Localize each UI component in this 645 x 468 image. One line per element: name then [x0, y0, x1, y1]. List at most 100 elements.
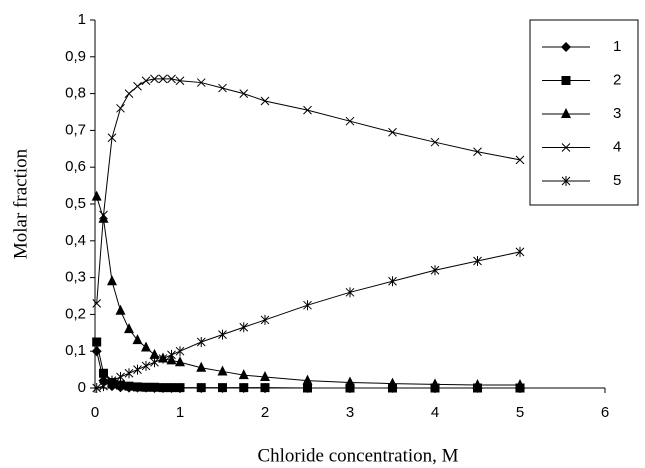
series-line: [96, 78, 521, 304]
marker-triangle: [149, 348, 160, 359]
marker-triangle: [302, 374, 313, 385]
marker-square: [167, 383, 176, 393]
legend-label: 3: [613, 105, 621, 122]
y-tick-label: 0,2: [65, 305, 86, 322]
marker-triangle: [98, 212, 109, 223]
marker-x: [345, 116, 355, 126]
marker-star: [196, 337, 206, 347]
marker-triangle: [124, 323, 134, 334]
marker-x: [303, 105, 312, 115]
marker-x: [515, 155, 525, 165]
marker-x: [141, 76, 151, 86]
marker-star: [345, 287, 355, 298]
marker-square: [303, 383, 312, 393]
marker-square: [99, 368, 108, 378]
x-tick-label: 4: [431, 404, 439, 421]
marker-triangle: [387, 377, 398, 388]
marker-triangle: [472, 379, 483, 390]
marker-square: [175, 383, 185, 393]
y-tick-label: 0,3: [65, 269, 86, 286]
legend-label: 1: [613, 38, 621, 55]
marker-x: [133, 81, 142, 91]
marker-triangle: [132, 334, 143, 345]
marker-triangle: [345, 376, 355, 387]
x-tick-label: 0: [91, 404, 99, 421]
marker-square: [133, 382, 142, 392]
marker-star: [388, 276, 397, 287]
marker-square: [92, 337, 102, 347]
marker-x: [218, 83, 227, 93]
marker-star: [116, 371, 125, 382]
marker-triangle: [515, 379, 525, 390]
marker-triangle: [217, 365, 228, 376]
marker-star: [99, 381, 108, 392]
marker-x: [167, 74, 176, 84]
marker-star: [515, 246, 525, 257]
marker-triangle: [561, 108, 571, 118]
x-tick-label: 3: [346, 404, 354, 421]
marker-x: [116, 103, 125, 113]
marker-x: [239, 89, 249, 98]
marker-diamond: [561, 42, 571, 52]
marker-x: [175, 76, 185, 86]
marker-x: [388, 127, 397, 137]
legend-label: 2: [613, 71, 621, 88]
legend-box: [529, 19, 639, 206]
marker-square: [260, 383, 270, 393]
series-line: [96, 196, 520, 386]
legend: 1 2 3 4 5: [529, 19, 639, 206]
x-tick-label: 2: [261, 404, 269, 421]
y-tick-label: 0: [78, 379, 86, 396]
marker-triangle: [175, 356, 185, 367]
y-tick-label: 0,5: [65, 195, 86, 212]
legend-label: 4: [613, 138, 621, 155]
x-tick-label: 6: [601, 404, 609, 421]
marker-star: [167, 349, 176, 360]
marker-star: [150, 357, 159, 368]
marker-star: [133, 364, 142, 375]
marker-triangle: [430, 378, 440, 389]
marker-star: [561, 176, 571, 186]
marker-star: [175, 346, 185, 357]
marker-triangle: [107, 275, 117, 286]
marker-square: [239, 383, 249, 393]
y-tick-label: 1: [78, 11, 86, 28]
marker-x: [430, 137, 440, 147]
marker-star: [260, 314, 270, 325]
marker-square: [150, 382, 159, 392]
x-tick-label: 1: [176, 404, 184, 421]
marker-star: [141, 360, 151, 371]
series-line: [96, 251, 521, 389]
marker-square: [218, 383, 227, 393]
y-axis-title: Molar fraction: [10, 148, 31, 259]
marker-triangle: [115, 304, 126, 315]
marker-star: [303, 300, 312, 311]
marker-x: [99, 210, 108, 220]
marker-square: [124, 381, 134, 391]
y-tick-label: 0,1: [65, 342, 86, 359]
x-axis-title: Chloride concentration, M: [257, 445, 458, 466]
marker-square: [345, 383, 355, 393]
marker-x: [107, 133, 117, 143]
marker-triangle: [91, 190, 102, 201]
marker-x: [196, 78, 206, 87]
marker-x: [473, 147, 482, 157]
marker-square: [141, 382, 151, 392]
marker-star: [124, 368, 134, 379]
legend-label: 5: [613, 172, 621, 189]
marker-triangle: [141, 341, 151, 352]
marker-triangle: [196, 361, 207, 372]
marker-x: [260, 96, 270, 106]
y-tick-label: 0,4: [65, 232, 86, 249]
marker-square: [196, 383, 206, 393]
marker-x: [158, 74, 168, 84]
marker-x: [150, 74, 159, 84]
marker-square: [158, 383, 168, 393]
marker-x: [92, 299, 102, 308]
marker-star: [92, 383, 102, 393]
x-tick-label: 5: [516, 404, 524, 421]
marker-triangle: [238, 369, 249, 380]
y-tick-label: 0,7: [65, 121, 86, 138]
marker-square: [116, 380, 125, 390]
